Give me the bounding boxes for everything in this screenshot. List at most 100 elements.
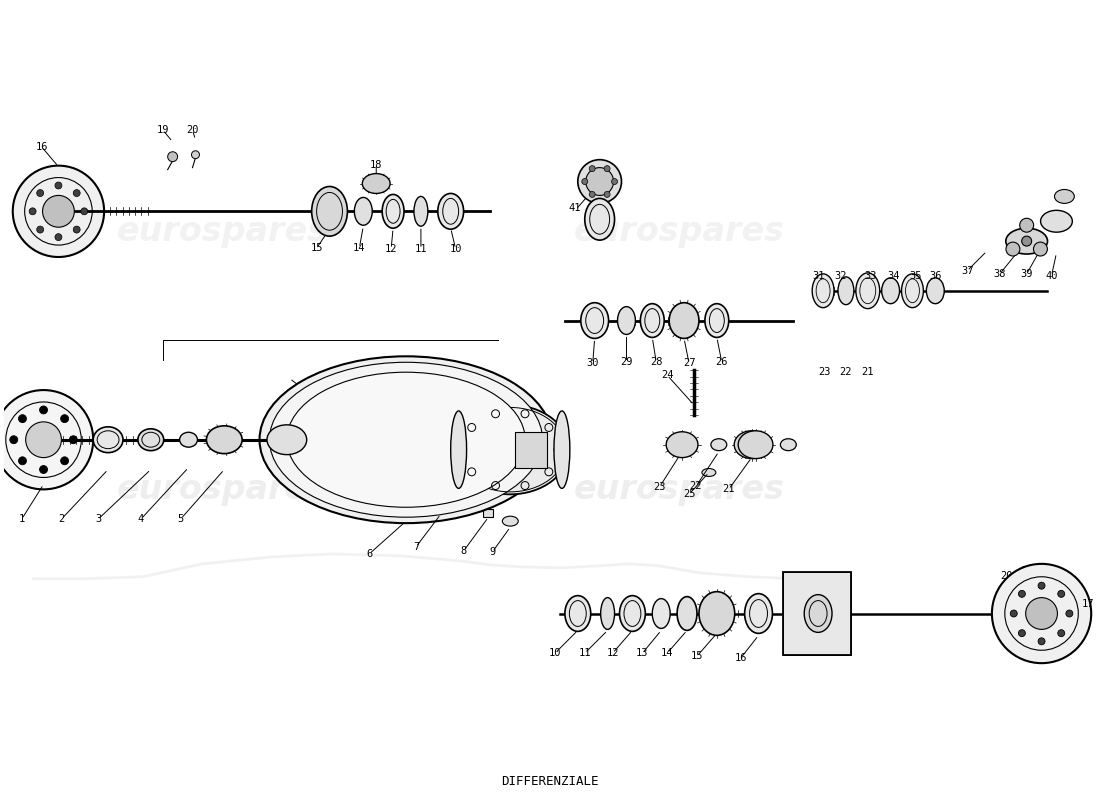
Text: 41: 41 xyxy=(569,203,581,214)
Circle shape xyxy=(1066,610,1072,617)
Text: 19: 19 xyxy=(156,125,169,135)
Ellipse shape xyxy=(711,438,727,450)
Circle shape xyxy=(1025,598,1057,630)
Text: 18: 18 xyxy=(370,160,383,170)
Text: 13: 13 xyxy=(636,648,649,658)
Ellipse shape xyxy=(617,306,636,334)
Ellipse shape xyxy=(438,194,463,229)
Text: 8: 8 xyxy=(461,546,466,556)
Ellipse shape xyxy=(705,304,728,338)
Circle shape xyxy=(29,208,36,214)
Ellipse shape xyxy=(451,411,466,488)
Text: 10: 10 xyxy=(450,244,462,254)
Text: 2: 2 xyxy=(58,514,65,524)
Text: 7: 7 xyxy=(412,542,419,552)
Circle shape xyxy=(167,152,177,162)
Ellipse shape xyxy=(734,430,769,458)
Circle shape xyxy=(19,414,26,422)
Ellipse shape xyxy=(503,516,518,526)
Circle shape xyxy=(40,466,47,474)
Text: 14: 14 xyxy=(661,648,673,658)
Text: 29: 29 xyxy=(620,358,632,367)
Text: 20: 20 xyxy=(186,125,199,135)
Circle shape xyxy=(191,150,199,158)
Ellipse shape xyxy=(804,594,832,632)
Ellipse shape xyxy=(856,273,880,309)
Ellipse shape xyxy=(354,198,372,226)
Text: 15: 15 xyxy=(310,243,323,253)
Text: 23: 23 xyxy=(817,367,830,377)
Text: 19: 19 xyxy=(1021,566,1033,576)
Text: 11: 11 xyxy=(579,648,591,658)
Text: 14: 14 xyxy=(353,243,365,253)
Circle shape xyxy=(604,191,611,198)
Ellipse shape xyxy=(179,432,198,447)
Text: 21: 21 xyxy=(861,367,875,377)
Ellipse shape xyxy=(585,198,615,240)
Circle shape xyxy=(612,178,617,185)
Text: 21: 21 xyxy=(723,484,735,494)
Text: 25: 25 xyxy=(683,490,695,499)
Ellipse shape xyxy=(745,594,772,634)
Circle shape xyxy=(55,182,62,189)
Circle shape xyxy=(1006,242,1020,256)
Circle shape xyxy=(36,226,44,233)
Ellipse shape xyxy=(94,427,123,453)
Text: 11: 11 xyxy=(415,244,427,254)
Circle shape xyxy=(0,390,94,490)
Circle shape xyxy=(1038,582,1045,589)
Ellipse shape xyxy=(270,362,542,517)
Circle shape xyxy=(43,195,75,227)
Circle shape xyxy=(578,160,621,203)
Circle shape xyxy=(590,191,595,198)
Bar xyxy=(484,510,494,517)
Text: eurospares: eurospares xyxy=(573,214,784,248)
Ellipse shape xyxy=(619,596,646,631)
Text: 30: 30 xyxy=(586,358,600,368)
Text: 12: 12 xyxy=(606,648,619,658)
Ellipse shape xyxy=(601,598,615,630)
Ellipse shape xyxy=(138,429,164,450)
Ellipse shape xyxy=(926,278,944,304)
Text: 15: 15 xyxy=(691,651,703,662)
Bar xyxy=(515,432,547,467)
Text: 20: 20 xyxy=(1001,570,1013,581)
Text: eurospares: eurospares xyxy=(573,473,784,506)
Text: eurospares: eurospares xyxy=(117,473,328,506)
Ellipse shape xyxy=(207,426,242,454)
Ellipse shape xyxy=(738,430,773,458)
Text: 26: 26 xyxy=(715,358,728,367)
Ellipse shape xyxy=(260,356,552,523)
Ellipse shape xyxy=(812,274,834,308)
Circle shape xyxy=(60,457,68,465)
Ellipse shape xyxy=(640,304,664,338)
Ellipse shape xyxy=(565,596,591,631)
Circle shape xyxy=(36,190,44,197)
Circle shape xyxy=(1010,610,1018,617)
Text: 9: 9 xyxy=(490,547,495,557)
Circle shape xyxy=(69,436,77,444)
Text: 35: 35 xyxy=(910,271,922,281)
Ellipse shape xyxy=(287,372,525,507)
Text: 1: 1 xyxy=(19,514,25,524)
Text: 42: 42 xyxy=(593,195,606,206)
Bar xyxy=(783,572,851,655)
Circle shape xyxy=(1022,236,1032,246)
Circle shape xyxy=(10,436,18,444)
Text: 4: 4 xyxy=(138,514,144,524)
Text: 39: 39 xyxy=(1021,269,1033,279)
Ellipse shape xyxy=(452,405,569,494)
Ellipse shape xyxy=(678,597,697,630)
Circle shape xyxy=(60,414,68,422)
Ellipse shape xyxy=(698,592,735,635)
Ellipse shape xyxy=(1055,190,1075,203)
Circle shape xyxy=(74,226,80,233)
Circle shape xyxy=(19,457,26,465)
Text: 28: 28 xyxy=(650,358,662,367)
Text: 5: 5 xyxy=(177,514,184,524)
Ellipse shape xyxy=(311,186,348,236)
Circle shape xyxy=(1038,638,1045,645)
Ellipse shape xyxy=(581,302,608,338)
Circle shape xyxy=(1034,242,1047,256)
Text: 16: 16 xyxy=(735,653,747,663)
